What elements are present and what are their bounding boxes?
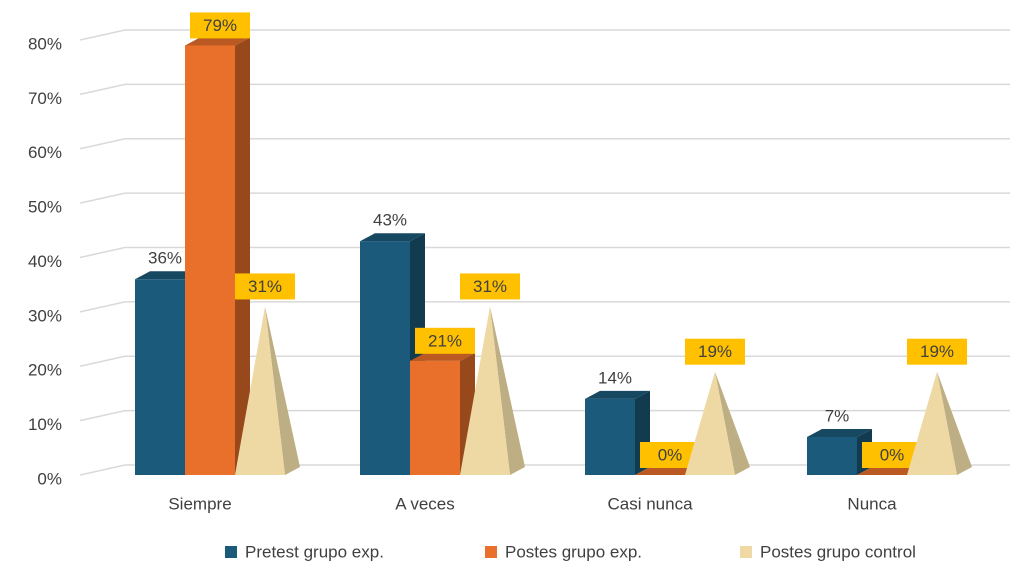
bar-top — [185, 37, 250, 46]
grid-line — [79, 192, 1010, 204]
value-label: 0% — [658, 445, 683, 464]
x-tick-label: Casi nunca — [607, 494, 693, 513]
value-label-box — [460, 273, 520, 300]
legend-swatch — [485, 546, 497, 558]
y-tick-label: 50% — [28, 198, 62, 217]
grid-line — [79, 246, 1010, 259]
value-label: 36% — [148, 249, 182, 268]
pyramid-side — [937, 371, 972, 475]
pyramid — [907, 371, 957, 475]
x-tick-label: Siempre — [168, 494, 231, 513]
legend-label: Postes grupo exp. — [505, 542, 642, 561]
value-label: 21% — [428, 331, 462, 350]
bar-side — [235, 37, 250, 475]
y-tick-label: 80% — [28, 34, 62, 53]
grid-line — [79, 29, 1010, 41]
value-label: 14% — [598, 368, 632, 387]
legend-swatch — [740, 546, 752, 558]
value-label: 43% — [373, 211, 407, 230]
bar — [185, 45, 235, 475]
value-label-box — [190, 12, 250, 39]
bar — [360, 241, 410, 475]
bar-top — [410, 352, 475, 361]
pyramid — [235, 306, 285, 475]
bar — [585, 398, 635, 475]
pyramid — [685, 371, 735, 475]
value-label-box — [685, 338, 745, 365]
y-tick-label: 20% — [28, 361, 62, 380]
grid-line — [79, 301, 1010, 313]
value-label: 19% — [920, 342, 954, 361]
bar-top — [585, 390, 650, 399]
bar-top — [360, 233, 425, 242]
bar-top — [857, 467, 922, 475]
value-label: 19% — [698, 342, 732, 361]
legend-label: Pretest grupo exp. — [245, 542, 384, 561]
pyramid-side — [715, 371, 750, 475]
pyramid-side — [490, 306, 525, 475]
bar — [410, 360, 460, 475]
grid-line — [79, 83, 1010, 96]
value-label: 31% — [473, 277, 507, 296]
y-tick-label: 70% — [28, 89, 62, 108]
value-label-box — [907, 338, 967, 365]
bar-top — [807, 428, 872, 437]
legend-swatch — [225, 546, 237, 558]
x-tick-label: A veces — [395, 494, 455, 513]
bar-top — [635, 467, 700, 475]
pyramid-side — [265, 306, 300, 475]
pyramid — [460, 306, 510, 475]
value-label-box — [235, 273, 295, 300]
value-label: 7% — [825, 406, 850, 425]
grid-line — [79, 138, 1010, 150]
bar-top — [135, 271, 200, 280]
x-tick-label: Nunca — [847, 494, 897, 513]
y-tick-label: 10% — [28, 415, 62, 434]
y-tick-label: 40% — [28, 252, 62, 271]
value-label-box — [415, 327, 475, 354]
legend-label: Postes grupo control — [760, 542, 916, 561]
y-tick-label: 30% — [28, 306, 62, 325]
bar — [135, 279, 185, 475]
value-label: 79% — [203, 16, 237, 35]
value-label: 31% — [248, 277, 282, 296]
bar — [807, 436, 857, 475]
y-tick-label: 0% — [37, 469, 62, 488]
value-label: 0% — [880, 445, 905, 464]
y-tick-label: 60% — [28, 143, 62, 162]
